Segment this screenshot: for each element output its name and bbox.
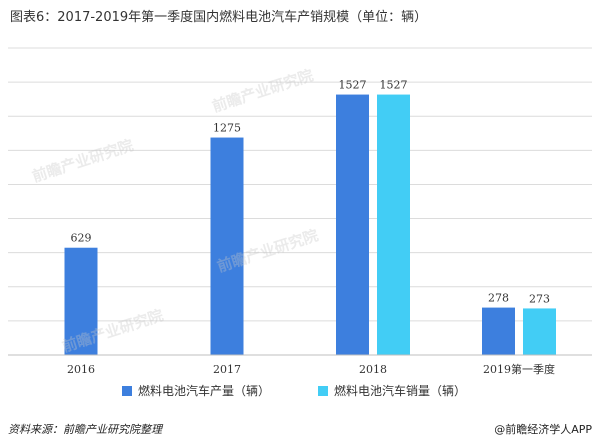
source-note: 资料来源：前瞻产业研究院整理 <box>8 423 162 436</box>
data-label: 278 <box>488 292 509 305</box>
data-labels: 629 1275 1527 1527 278 273 <box>71 79 551 306</box>
legend: 燃料电池汽车产量（辆） 燃料电池汽车销量（辆） <box>122 383 466 398</box>
data-label: 1527 <box>380 79 408 92</box>
legend-label: 燃料电池汽车销量（辆） <box>334 383 466 398</box>
bars <box>64 94 556 355</box>
x-tick-label: 2017 <box>213 363 241 376</box>
data-label: 1527 <box>339 79 367 92</box>
brand-credit: @前瞻经济学人APP <box>494 423 592 436</box>
bar-sales <box>377 94 410 355</box>
bar-production <box>210 137 244 355</box>
data-label: 629 <box>71 232 92 245</box>
chart-title: 图表6：2017-2019年第一季度国内燃料电池汽车产销规模（单位：辆） <box>10 10 428 25</box>
x-tick-label: 2016 <box>67 363 95 376</box>
gridlines <box>8 47 592 322</box>
x-tick-label: 2019第一季度 <box>483 362 555 376</box>
data-label: 273 <box>529 292 550 305</box>
legend-label: 燃料电池汽车产量（辆） <box>138 383 270 398</box>
bar-production <box>482 307 515 355</box>
x-tick-label: 2018 <box>359 363 387 376</box>
bar-production <box>336 94 369 355</box>
x-axis-ticks: 2016 2017 2018 2019第一季度 <box>67 362 555 376</box>
data-label: 1275 <box>213 122 241 135</box>
legend-swatch <box>122 386 132 396</box>
bar-sales <box>523 308 556 355</box>
legend-swatch <box>318 386 328 396</box>
bar-production <box>64 247 98 355</box>
